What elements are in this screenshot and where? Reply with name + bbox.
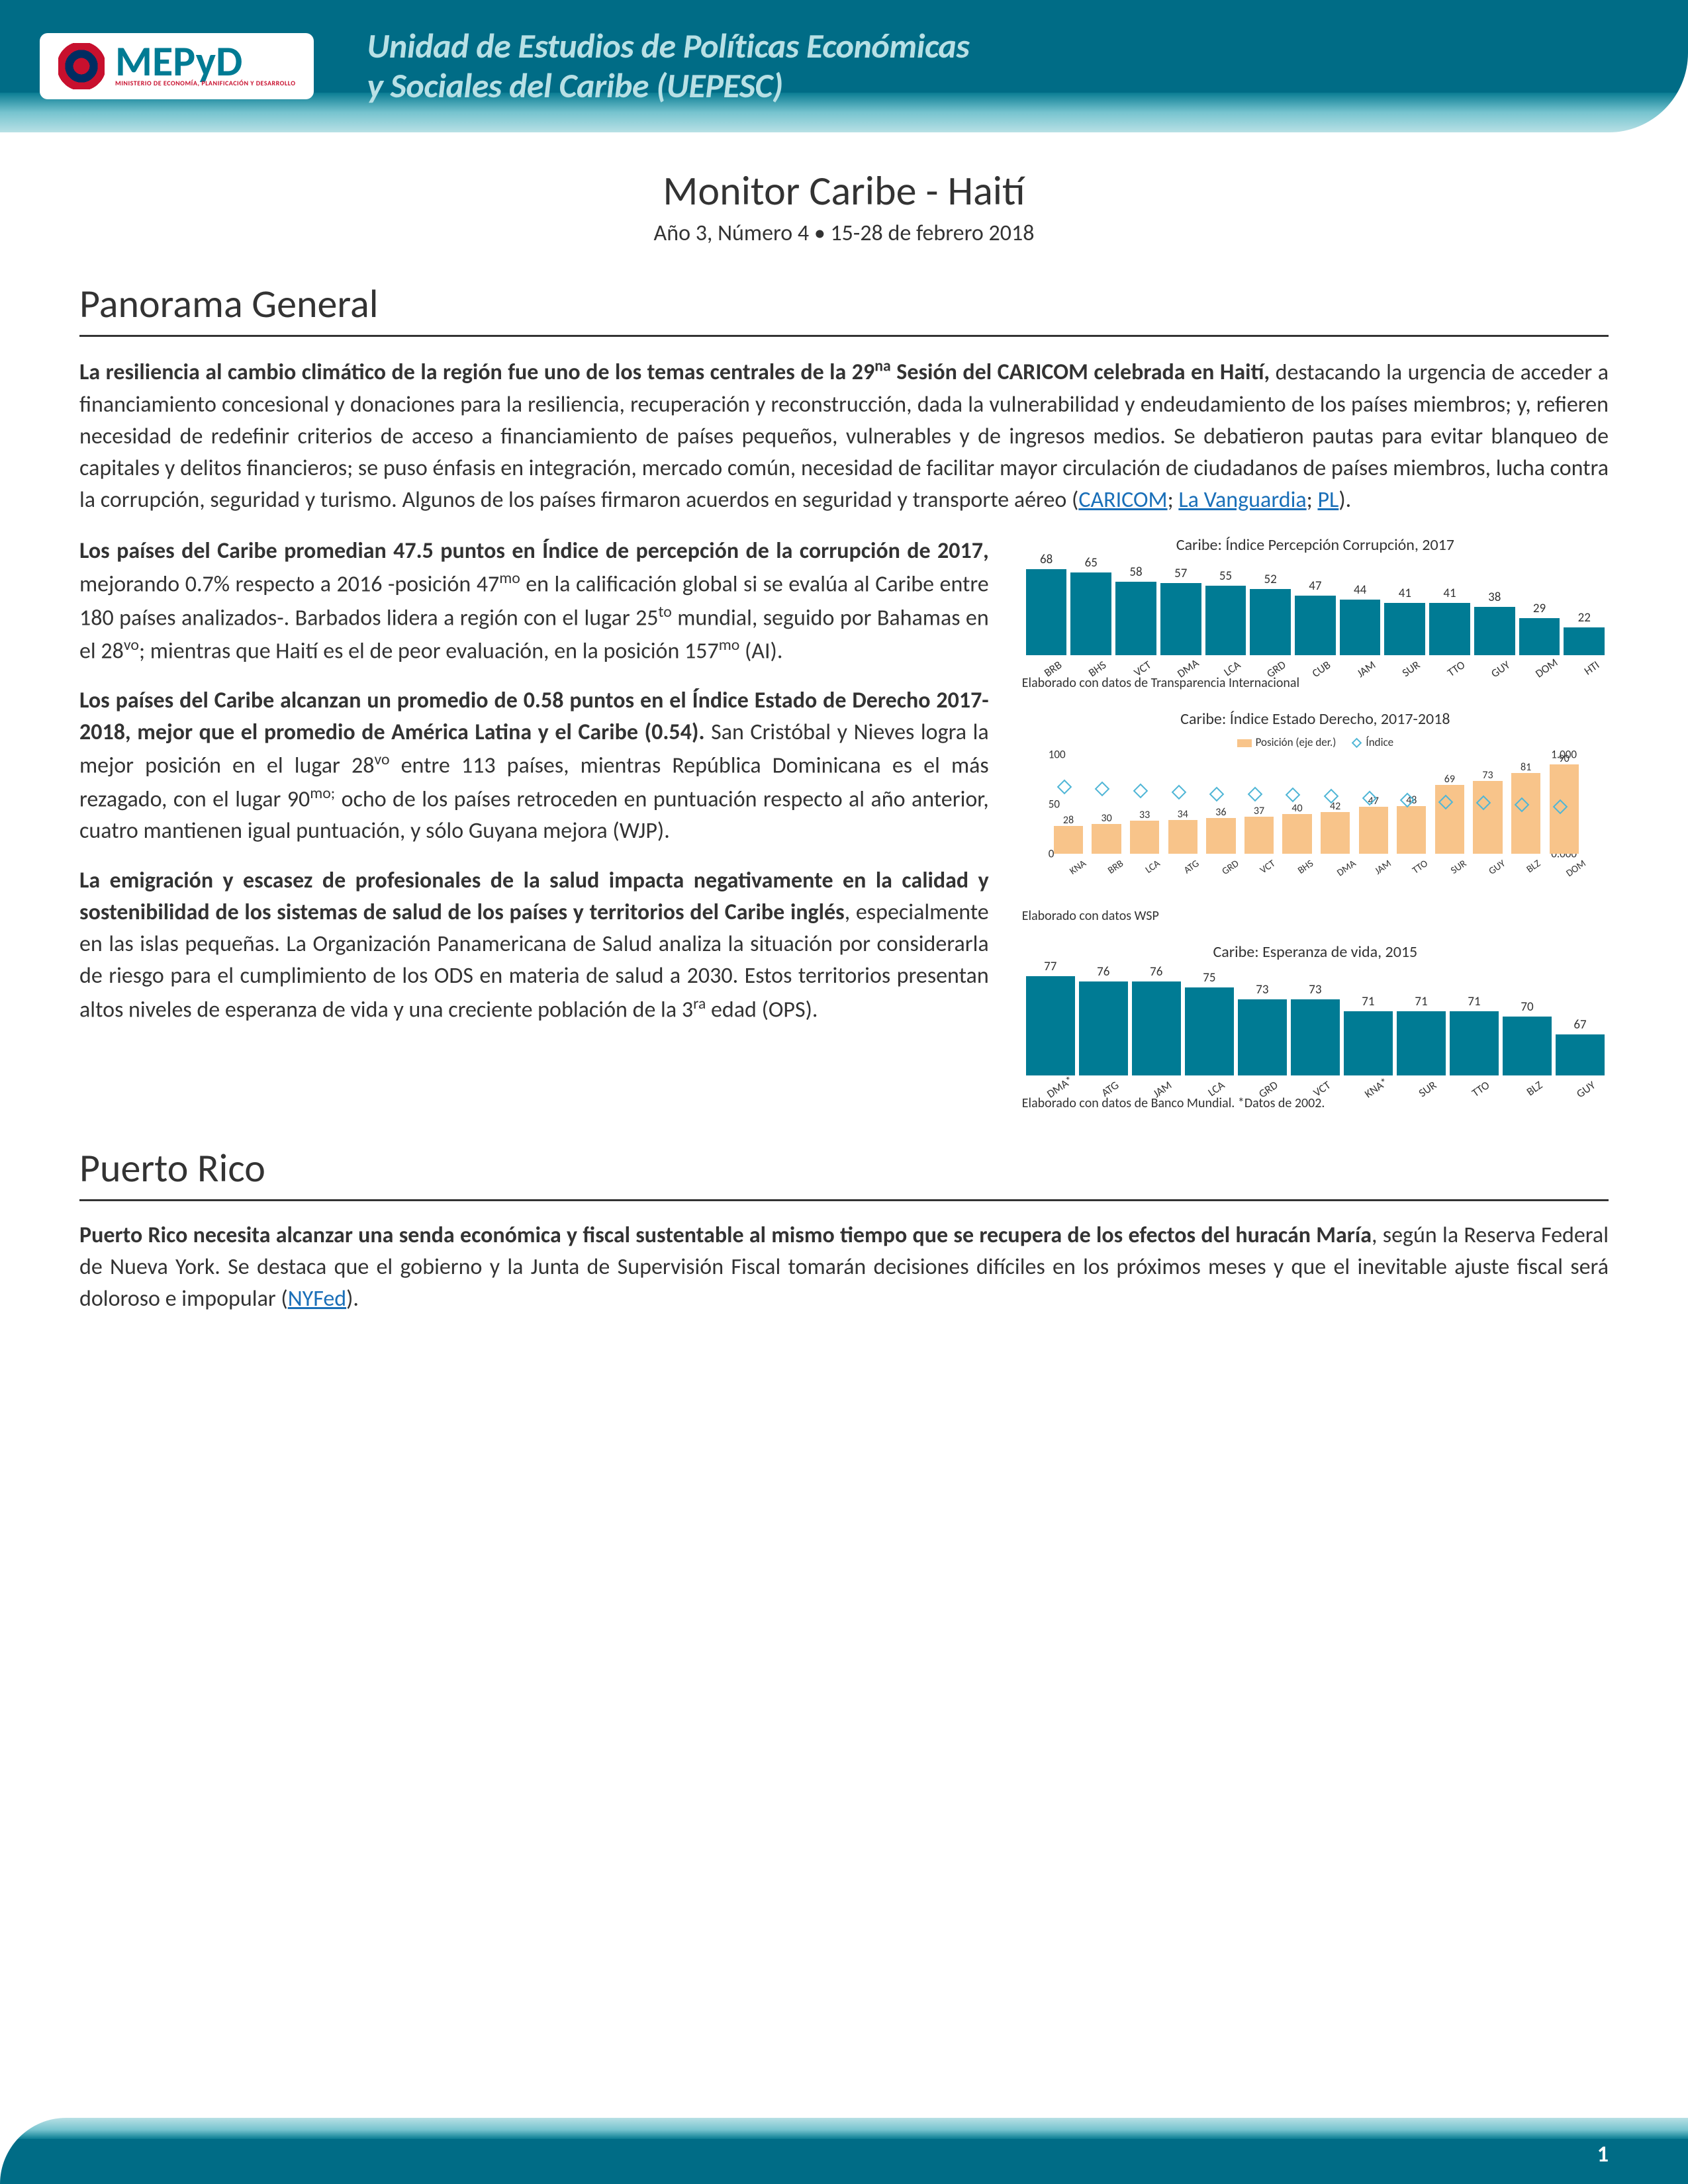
bar: 29DOM xyxy=(1519,601,1560,673)
chart-corruption: Caribe: Índice Percepción Corrupción, 20… xyxy=(1022,535,1609,691)
link-ops[interactable]: OPS xyxy=(769,996,806,1023)
bar: 76JAM xyxy=(1132,964,1181,1093)
link-wjp[interactable]: WJP xyxy=(620,817,657,844)
doc-subtitle: Año 3, Número 4 • 15-28 de febrero 2018 xyxy=(0,220,1688,247)
bar: 73VCT xyxy=(1291,982,1340,1094)
diamond-marker xyxy=(1057,780,1072,795)
bar: 22HTI xyxy=(1564,610,1605,674)
bar: 77DMA* xyxy=(1026,959,1075,1094)
panorama-body: Los países del Caribe promedian 47.5 pun… xyxy=(79,535,989,1111)
bar: 73GRD xyxy=(1238,982,1287,1094)
bar: 47CUB xyxy=(1295,578,1336,674)
chart-corruption-title: Caribe: Índice Percepción Corrupción, 20… xyxy=(1022,535,1609,555)
chart-rule-of-law: Caribe: Índice Estado Derecho, 2017-2018… xyxy=(1022,709,1609,924)
bar: 44JAM xyxy=(1340,582,1381,674)
panorama-intro: La resiliencia al cambio climático de la… xyxy=(79,355,1609,517)
section-panorama-header: Panorama General xyxy=(79,280,1609,337)
bar: 71KNA* xyxy=(1344,994,1393,1094)
chart-life-expectancy: Caribe: Esperanza de vida, 2015 77DMA*76… xyxy=(1022,942,1609,1111)
logo-subtext: MINISTERIO DE ECONOMÍA, PLANIFICACIÓN Y … xyxy=(115,79,295,87)
bar: 67GUY xyxy=(1556,1017,1605,1094)
unit-title: Unidad de Estudios de Políticas Económic… xyxy=(367,26,969,106)
diamond-marker xyxy=(1209,786,1225,801)
bar: 65BHS xyxy=(1070,555,1111,673)
chart-life-title: Caribe: Esperanza de vida, 2015 xyxy=(1022,942,1609,962)
bar: 70BLZ xyxy=(1503,999,1552,1093)
diamond-marker xyxy=(1095,782,1110,797)
section-puertorico-header: Puerto Rico xyxy=(79,1144,1609,1201)
org-logo: MEPyD MINISTERIO DE ECONOMÍA, PLANIFICAC… xyxy=(40,33,314,99)
bar: 52GRD xyxy=(1250,572,1291,673)
footer-banner: 1 xyxy=(0,2118,1688,2184)
bar: 71SUR xyxy=(1397,994,1446,1094)
diamond-marker xyxy=(1248,786,1263,801)
chart-rule-title: Caribe: Índice Estado Derecho, 2017-2018 xyxy=(1022,709,1609,729)
bar: 58VCT xyxy=(1115,565,1156,674)
bar: 41TTO xyxy=(1429,586,1470,673)
bar: 68BRB xyxy=(1026,552,1067,674)
link-nyfed[interactable]: NYFed xyxy=(288,1285,346,1312)
bar: 75LCA xyxy=(1185,970,1234,1093)
bar: 76ATG xyxy=(1079,964,1128,1093)
diamond-marker xyxy=(1171,784,1186,799)
logo-text: MEPyD xyxy=(115,45,295,79)
link-caricom[interactable]: CARICOM xyxy=(1078,486,1167,514)
bar: 38GUY xyxy=(1474,590,1515,674)
page-number: 1 xyxy=(1597,2141,1609,2168)
link-lavanguardia[interactable]: La Vanguardia xyxy=(1178,486,1306,514)
coat-of-arms-icon xyxy=(58,43,105,89)
link-pl[interactable]: PL xyxy=(1317,486,1338,514)
link-ai[interactable]: AI xyxy=(751,637,770,664)
chart-rule-legend: Posición (eje der.) Índice xyxy=(1022,735,1609,749)
header-banner: MEPyD MINISTERIO DE ECONOMÍA, PLANIFICAC… xyxy=(0,0,1688,132)
doc-title: Monitor Caribe - Haití xyxy=(0,165,1688,216)
bar: 41SUR xyxy=(1384,586,1425,673)
diamond-marker xyxy=(1286,788,1301,803)
bar: 71TTO xyxy=(1450,994,1499,1094)
bar: 55LCA xyxy=(1205,569,1246,674)
bar: 57DMA xyxy=(1160,566,1201,674)
diamond-marker xyxy=(1133,784,1149,799)
chart-rule-source: Elaborado con datos WSP xyxy=(1022,908,1609,924)
puertorico-body: Puerto Rico necesita alcanzar una senda … xyxy=(79,1220,1609,1316)
